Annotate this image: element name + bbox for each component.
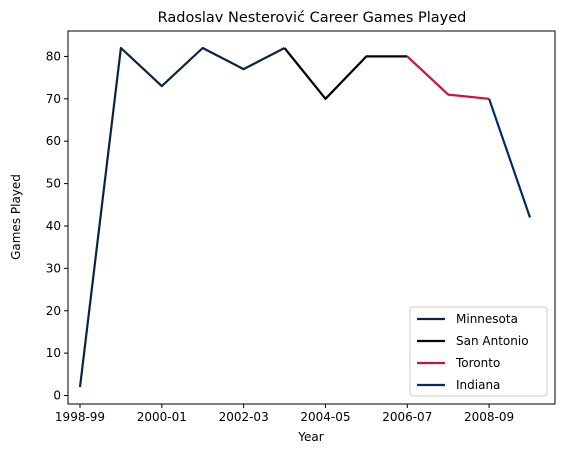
legend-label-minnesota: Minnesota (456, 312, 518, 326)
x-axis-label: Year (297, 430, 323, 444)
y-tick-label: 60 (46, 134, 61, 148)
x-tick-label: 2002-03 (219, 410, 269, 424)
series-line-san-antonio (283, 47, 408, 100)
y-tick-label: 30 (46, 261, 61, 275)
y-axis-label: Games Played (9, 174, 23, 260)
chart-title: Radoslav Nesterović Career Games Played (158, 10, 467, 26)
y-tick-label: 80 (46, 49, 61, 63)
legend-box (409, 306, 548, 397)
legend-label-toronto: Toronto (455, 356, 500, 370)
x-tick-label: 2008-09 (464, 410, 514, 424)
legend: Minnesota San Antonio Toronto Indiana (409, 306, 548, 397)
legend-label-san-antonio: San Antonio (456, 334, 529, 348)
y-tick-label: 50 (46, 177, 61, 191)
x-tick-label: 2006-07 (382, 410, 432, 424)
x-tick-label: 2004-05 (300, 410, 350, 424)
series-line-toronto (406, 55, 490, 100)
x-axis: 1998-99 2000-01 2002-03 2004-05 2006-07 2008-… (55, 404, 514, 424)
series-line-minnesota (78, 46, 286, 388)
y-axis: 0 10 20 30 40 50 60 70 80 (46, 49, 68, 403)
y-tick-label: 20 (46, 304, 61, 318)
y-tick-label: 0 (53, 389, 61, 403)
y-tick-label: 70 (46, 92, 61, 106)
x-tick-label: 1998-99 (55, 410, 105, 424)
series-layer (78, 46, 532, 388)
x-tick-label: 2000-01 (137, 410, 187, 424)
y-tick-label: 40 (46, 219, 61, 233)
legend-label-indiana: Indiana (456, 378, 500, 392)
y-tick-label: 10 (46, 346, 61, 360)
series-line-indiana (488, 98, 532, 218)
